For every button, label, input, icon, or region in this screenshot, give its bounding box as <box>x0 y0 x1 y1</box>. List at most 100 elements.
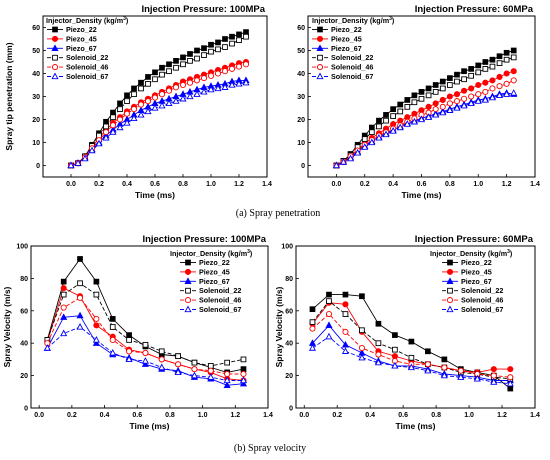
legend-marker <box>185 259 191 266</box>
legend-marker <box>446 305 454 313</box>
data-point <box>453 104 461 111</box>
data-point <box>390 113 396 119</box>
x-tick-label: 1.2 <box>497 412 507 419</box>
data-point <box>109 336 116 344</box>
data-point <box>375 133 383 141</box>
data-point <box>342 291 349 298</box>
data-point <box>432 82 439 88</box>
y-tick-label: 60 <box>297 25 305 32</box>
data-point <box>482 59 489 65</box>
data-point <box>175 361 182 368</box>
data-point <box>193 90 201 97</box>
data-point <box>417 115 426 123</box>
data-point <box>408 338 415 345</box>
data-point <box>93 291 100 298</box>
y-tick-label: 30 <box>32 94 40 101</box>
data-point <box>214 84 222 92</box>
legend-marker <box>316 72 324 80</box>
y-tick-label: 20 <box>32 117 40 124</box>
data-point <box>489 56 496 63</box>
data-point <box>76 311 84 319</box>
data-point <box>159 71 165 78</box>
data-point <box>468 66 475 72</box>
data-point <box>92 336 100 343</box>
y-tick-label: 100 <box>281 244 293 251</box>
data-point <box>223 376 231 384</box>
data-point <box>441 356 448 363</box>
data-point <box>425 348 431 355</box>
data-point <box>77 256 83 262</box>
data-point <box>144 98 152 105</box>
data-point <box>109 122 117 129</box>
data-point <box>43 344 51 351</box>
data-point <box>109 324 116 330</box>
data-point <box>180 61 186 68</box>
x-tick-label: 1.2 <box>502 181 512 188</box>
data-point <box>130 114 138 122</box>
data-point <box>172 84 180 91</box>
data-point <box>131 85 137 92</box>
data-point <box>457 367 464 374</box>
data-point <box>187 51 193 57</box>
x-tick-label: 0.2 <box>67 412 77 419</box>
data-point <box>441 364 448 371</box>
data-point <box>126 332 132 338</box>
data-point <box>166 61 172 68</box>
data-point <box>425 113 433 120</box>
data-point <box>358 345 365 352</box>
legend-marker <box>52 54 58 61</box>
data-point <box>453 91 461 98</box>
legend-label: Solenoid_67 <box>199 305 241 314</box>
legend-label: Solenoid_22 <box>331 53 373 62</box>
legend-label: Solenoid_67 <box>461 305 503 314</box>
data-point <box>482 88 489 95</box>
legend-label: Solenoid_22 <box>461 286 503 295</box>
data-point <box>208 48 214 55</box>
data-point <box>116 116 124 123</box>
legend-label: Piezo_22 <box>199 258 230 267</box>
data-point <box>354 148 362 156</box>
data-point <box>503 49 510 56</box>
data-point <box>243 29 249 35</box>
data-point <box>124 92 130 99</box>
data-point <box>193 77 201 84</box>
x-tick-label: 0.8 <box>165 412 175 419</box>
data-point <box>407 363 415 371</box>
data-point <box>446 93 453 100</box>
legend-label: Piezo_45 <box>461 267 492 276</box>
series-Solenoid_22 <box>68 33 249 169</box>
data-point <box>404 97 411 103</box>
legend-marker <box>317 54 323 61</box>
data-point <box>144 107 152 115</box>
data-point <box>446 100 453 107</box>
x-tick-label: 1.2 <box>234 181 244 188</box>
data-point <box>223 381 231 388</box>
data-point <box>92 339 100 346</box>
data-point <box>151 104 159 111</box>
data-point <box>468 93 475 100</box>
data-point <box>490 366 497 373</box>
data-point <box>496 53 503 60</box>
chart-title: Injection Pressure: 60MPa <box>415 4 534 15</box>
x-tick-label: 0.4 <box>100 412 110 419</box>
x-axis-label: Time (ms) <box>135 190 175 200</box>
data-point <box>208 41 214 48</box>
series-Solenoid_67 <box>308 332 514 387</box>
data-point <box>207 367 214 374</box>
data-point <box>361 143 369 150</box>
data-point <box>221 83 229 90</box>
y-tick-label: 0 <box>24 406 28 413</box>
data-point <box>503 80 510 87</box>
legend-label: Piezo_67 <box>331 44 362 53</box>
legend-label: Solenoid_46 <box>331 63 373 72</box>
data-point <box>368 129 375 136</box>
data-point <box>103 123 109 130</box>
data-point <box>207 373 215 380</box>
legend: Injector_Density (kg/m3)Piezo_22Piezo_45… <box>46 16 129 81</box>
y-axis-label: Spray Velocity (m/s) <box>274 286 284 367</box>
data-point <box>392 332 398 338</box>
data-point <box>468 85 475 92</box>
data-point <box>368 138 376 146</box>
data-point <box>507 385 514 392</box>
data-point <box>240 366 247 372</box>
